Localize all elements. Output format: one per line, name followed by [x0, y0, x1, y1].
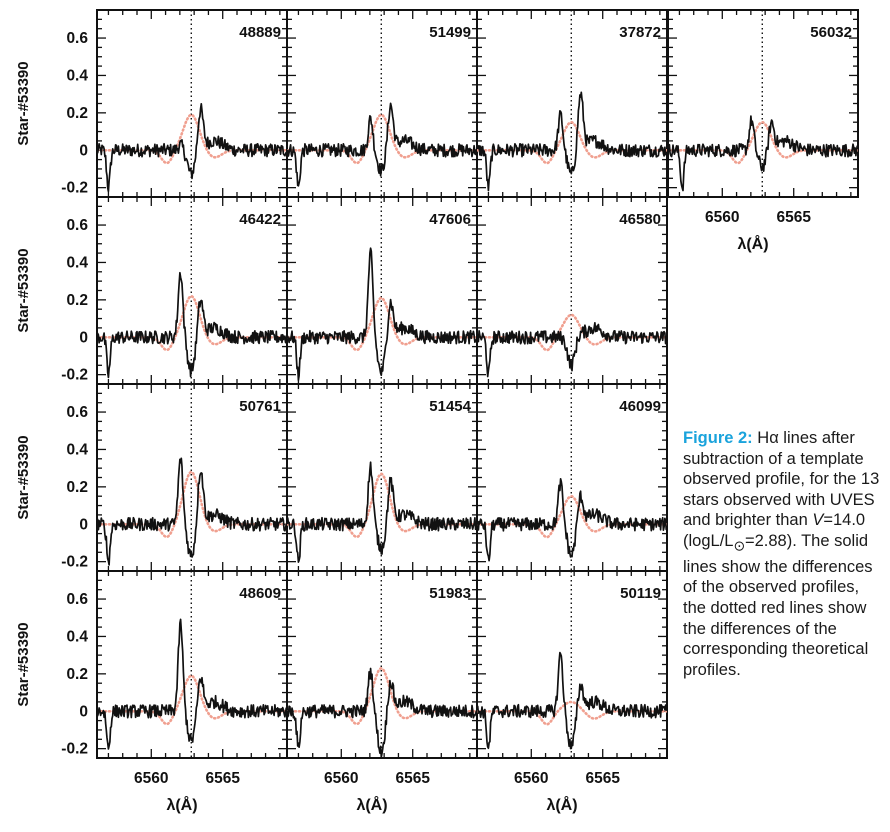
theoretical-profile	[287, 113, 477, 165]
y-tick-label: -0.2	[61, 554, 88, 571]
panel-50119: 50119 6560 6565 λ(Å)	[476, 570, 668, 814]
y-tick-label: 0.6	[66, 404, 88, 421]
x-tick-label: 6565	[776, 209, 811, 226]
y-axis-title: Star-#53390	[15, 61, 32, 145]
y-tick-label: -0.2	[61, 180, 88, 197]
panel-48609: 48609 -0.2 0 0.2 0.4 0.6 Star-#53390 6560 6565 λ(…	[15, 570, 288, 814]
observed-profile	[477, 321, 667, 378]
panel-label: 50119	[620, 585, 661, 602]
x-axis-title: λ(Å)	[546, 795, 577, 814]
panel-46422: 46422 -0.2 0 0.2 0.4 0.6 Star-#53390	[15, 196, 288, 385]
panel-56032: 56032 6560 6565 λ(Å)	[667, 9, 859, 253]
panel-37872: 37872	[476, 9, 668, 198]
panel-frame	[96, 570, 288, 759]
y-tick-label: 0.4	[66, 628, 88, 645]
caption-v-symbol: V	[812, 511, 824, 530]
panel-50761: 50761 -0.2 0 0.2 0.4 0.6 Star-#53390	[15, 383, 288, 572]
y-tick-label: 0.2	[66, 292, 88, 309]
panel-51983: 51983 6560 6565 λ(Å)	[286, 570, 478, 814]
observed-profile	[477, 477, 667, 562]
x-tick-label: 6560	[705, 209, 739, 226]
x-tick-label: 6565	[205, 770, 240, 787]
panel-label: 51499	[429, 24, 471, 41]
y-axis-title: Star-#53390	[15, 435, 32, 519]
y-axis-title: Star-#53390	[15, 622, 32, 706]
observed-profile	[668, 115, 858, 192]
panel-label: 51983	[429, 585, 471, 602]
observed-profile	[97, 102, 287, 193]
panel-label: 46099	[619, 398, 661, 415]
panel-label: 47606	[429, 211, 471, 228]
panel-46099: 46099	[476, 383, 668, 572]
y-tick-label: 0.2	[66, 666, 88, 683]
panel-46580: 46580	[476, 196, 668, 385]
panel-label: 46580	[619, 211, 661, 228]
y-tick-label: 0.6	[66, 217, 88, 234]
panel-frame	[476, 383, 668, 572]
x-tick-label: 6560	[324, 770, 358, 787]
y-tick-label: -0.2	[61, 367, 88, 384]
panel-frame	[96, 196, 288, 385]
y-tick-label: 0.6	[66, 591, 88, 608]
observed-profile	[97, 618, 287, 750]
x-tick-label: 6560	[514, 770, 548, 787]
caption-text-1: Hα lines after subtraction of a template…	[683, 429, 880, 530]
x-tick-label: 6565	[585, 770, 620, 787]
observed-profile	[97, 457, 287, 566]
y-tick-label: 0	[79, 329, 88, 346]
x-tick-label: 6565	[395, 770, 430, 787]
panel-label: 48609	[239, 585, 281, 602]
observed-profile	[287, 461, 477, 563]
panel-label: 50761	[239, 398, 281, 415]
observed-profile	[477, 91, 667, 192]
observed-profile	[287, 667, 477, 758]
figure-caption: Figure 2: Hα lines after subtraction of …	[683, 428, 883, 680]
panel-label: 48889	[239, 24, 281, 41]
panel-grid: 48889 -0.2 0 0.2 0.4 0.6 Star-#53390 51499 37872…	[15, 9, 859, 814]
y-axis-title: Star-#53390	[15, 248, 32, 332]
panel-51499: 51499	[286, 9, 478, 198]
y-tick-label: 0	[79, 516, 88, 533]
y-tick-label: 0.6	[66, 30, 88, 47]
observed-profile	[477, 651, 667, 750]
panel-47606: 47606	[286, 196, 478, 385]
panel-label: 37872	[619, 24, 661, 41]
caption-label: Figure 2:	[683, 429, 753, 447]
y-tick-label: 0.4	[66, 254, 88, 271]
panel-label: 46422	[239, 211, 281, 228]
x-axis-title: λ(Å)	[356, 795, 387, 814]
y-tick-label: 0	[79, 703, 88, 720]
y-tick-label: 0	[79, 142, 88, 159]
y-tick-label: 0.4	[66, 441, 88, 458]
panel-51454: 51454	[286, 383, 478, 572]
panel-label: 51454	[429, 398, 471, 415]
panel-frame	[96, 9, 288, 198]
y-tick-label: 0.2	[66, 105, 88, 122]
observed-profile	[287, 102, 477, 187]
panel-frame	[96, 383, 288, 572]
y-tick-label: -0.2	[61, 741, 88, 758]
caption-text-2: =14.0 (logL/L	[683, 511, 866, 550]
caption-sun-symbol: ⊙	[733, 538, 745, 554]
x-axis-title: λ(Å)	[166, 795, 197, 814]
observed-profile	[97, 271, 287, 379]
x-axis-title: λ(Å)	[737, 234, 768, 253]
y-tick-label: 0.4	[66, 67, 88, 84]
x-tick-label: 6560	[134, 770, 168, 787]
observed-profile	[287, 247, 477, 381]
y-tick-label: 0.2	[66, 479, 88, 496]
panel-label: 56032	[810, 24, 852, 41]
caption-text-3: =2.88). The solid lines show the differe…	[683, 531, 873, 679]
panel-48889: 48889 -0.2 0 0.2 0.4 0.6 Star-#53390	[15, 9, 288, 198]
